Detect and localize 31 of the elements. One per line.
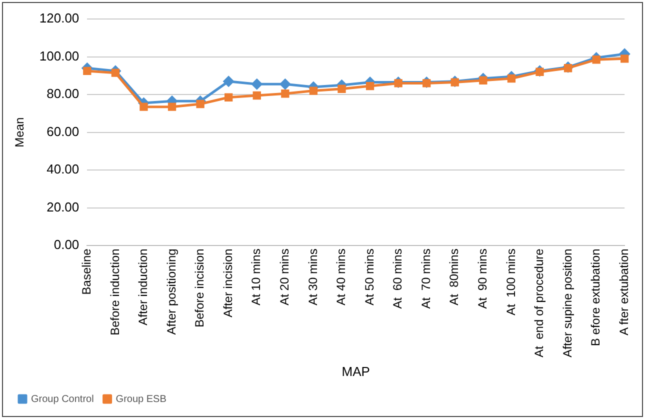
x-tick-label: After supine position [560, 248, 574, 358]
y-axis-title: Mean [12, 117, 27, 148]
y-tick-label: 100.00 [39, 48, 80, 64]
x-tick-label: At 10 mins [249, 248, 264, 306]
x-tick-label: At 70 mins [418, 248, 433, 309]
legend-label: Group Control [31, 394, 94, 405]
x-tick-label: Baseline [79, 248, 94, 295]
x-tick-label: Before incision [192, 248, 207, 328]
x-tick-label: At 50 mins [362, 248, 376, 306]
x-tick-label: After incision [220, 248, 235, 318]
y-tick-label: 60.00 [46, 124, 80, 139]
x-tick-label: At 40 mins [334, 248, 348, 306]
y-tick-label: 20.00 [46, 199, 80, 214]
x-tick-label: At 60 mins [390, 248, 405, 309]
x-tick-label: B efore extubation [588, 248, 603, 346]
x-tick-label: At end of procedure [532, 248, 546, 358]
x-tick-label: At 20 mins [277, 248, 292, 306]
x-tick-label: After positioning [164, 248, 178, 335]
x-tick-label: At 100 mins [504, 248, 518, 316]
x-tick-label: At 80mins [447, 248, 462, 306]
x-tick-label: After induction [136, 248, 150, 326]
legend-label: Group ESB [116, 394, 167, 405]
x-axis-title: MAP [342, 364, 370, 379]
y-tick-label: 40.00 [46, 162, 80, 177]
y-tick-label: 0.00 [54, 237, 80, 252]
x-tick-label: Before induction [108, 248, 122, 336]
x-tick-label: A fter extubation [616, 248, 631, 336]
x-tick-label: At 90 mins [475, 248, 490, 309]
x-tick-label: At 30 mins [306, 248, 320, 306]
y-tick-label: 80.00 [46, 86, 80, 102]
y-tick-label: 120.00 [39, 10, 80, 26]
